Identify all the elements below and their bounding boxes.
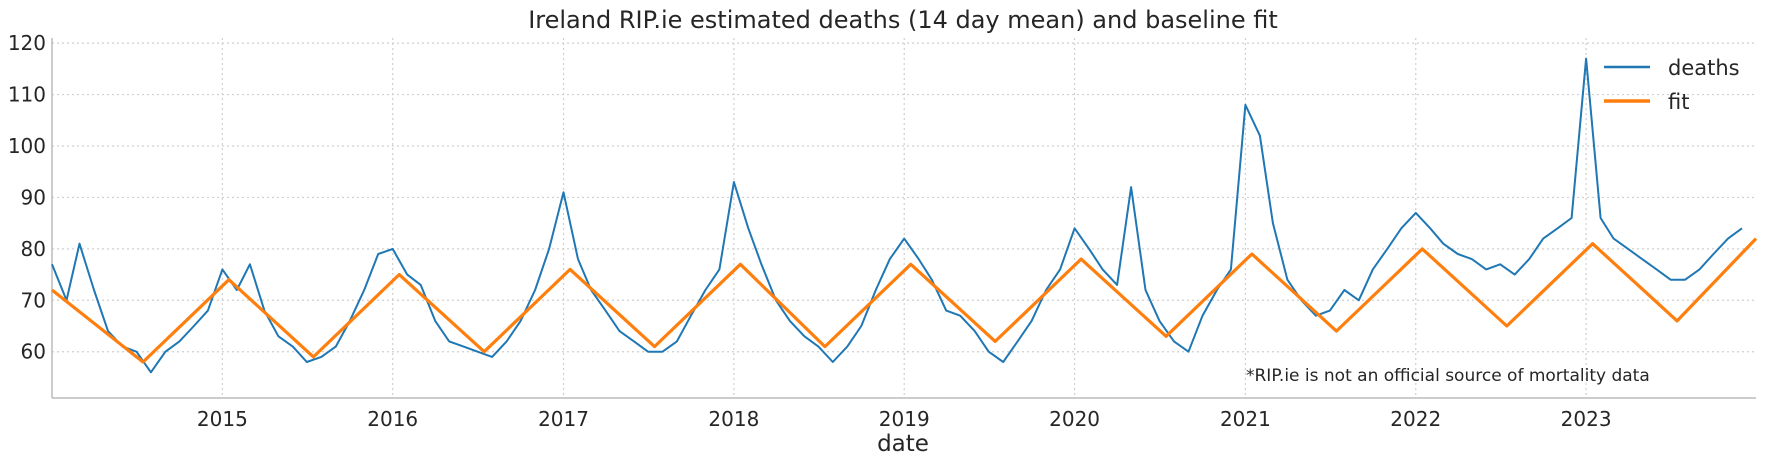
y-tick-label: 100 [8, 134, 46, 158]
y-tick-label: 90 [21, 185, 46, 209]
x-tick-label: 2021 [1220, 407, 1271, 431]
x-tick-label: 2017 [538, 407, 589, 431]
x-tick-label: 2016 [367, 407, 418, 431]
grid-lines [52, 38, 1756, 398]
x-tick-label: 2019 [879, 407, 930, 431]
disclaimer-annotation: *RIP.ie is not an official source of mor… [1246, 366, 1650, 386]
legend-label-deaths: deaths [1668, 56, 1740, 80]
y-tick-label: 80 [21, 237, 46, 261]
series-line-fit [51, 237, 1758, 364]
y-tick-label: 60 [21, 340, 46, 364]
y-tick-label: 110 [8, 83, 46, 107]
legend: deaths fit [1604, 56, 1740, 114]
x-tick-label: 2022 [1390, 407, 1441, 431]
x-tick-label: 2018 [708, 407, 759, 431]
y-tick-label: 70 [21, 288, 46, 312]
series-lines [51, 57, 1758, 374]
chart-title: Ireland RIP.ie estimated deaths (14 day … [528, 6, 1278, 34]
x-tick-label: 2023 [1561, 407, 1612, 431]
x-tick-label: 2015 [197, 407, 248, 431]
axes [51, 38, 1756, 399]
series-line-deaths [51, 57, 1743, 374]
x-tick-label: 2020 [1049, 407, 1100, 431]
x-axis-title: date [877, 431, 929, 457]
legend-label-fit: fit [1668, 90, 1689, 114]
tick-labels: 60 70 80 90 100 110 120 2015 2016 2017 2018 2019 202… [8, 31, 1612, 431]
y-tick-label: 120 [8, 31, 46, 55]
